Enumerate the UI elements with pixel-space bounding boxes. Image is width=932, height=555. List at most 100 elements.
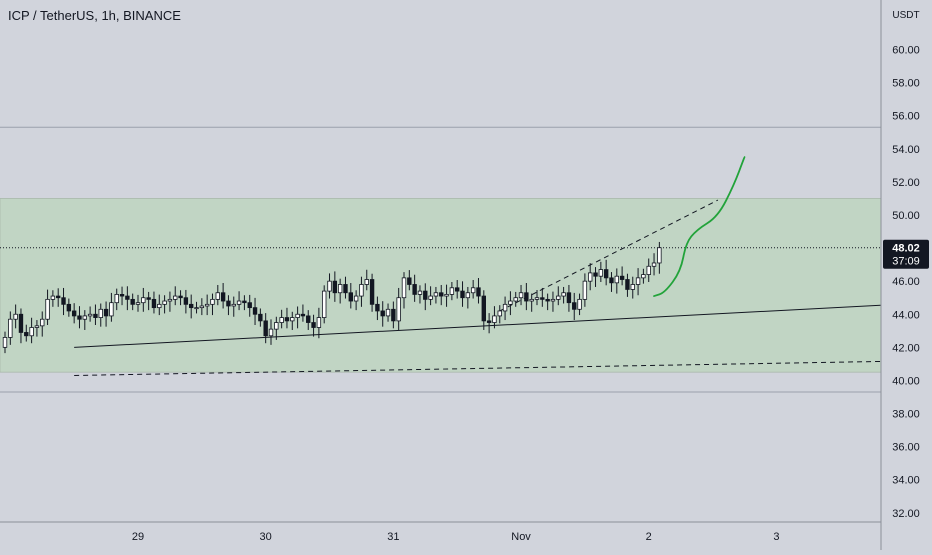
- candle-body: [412, 284, 417, 295]
- x-tick-label: 30: [260, 531, 272, 543]
- candle-body: [572, 302, 577, 310]
- candle-body: [284, 317, 290, 322]
- candle-body: [173, 295, 178, 300]
- candle-body: [343, 284, 348, 294]
- candle-body: [167, 298, 173, 302]
- candle-body: [359, 284, 364, 297]
- x-tick-label: 31: [387, 531, 399, 543]
- candle-body: [476, 287, 481, 297]
- candle-body: [619, 275, 625, 280]
- candle-body: [24, 332, 29, 337]
- candle-body: [40, 318, 45, 327]
- candle-body: [417, 290, 423, 295]
- candle-body: [279, 317, 284, 323]
- candle-body: [220, 292, 226, 302]
- candle-body: [77, 315, 82, 320]
- y-tick-label: 38.00: [892, 409, 920, 421]
- candle-body: [210, 298, 215, 305]
- candle-body: [449, 287, 455, 295]
- candle-body: [162, 300, 167, 305]
- candle-body: [593, 272, 598, 277]
- candle-body: [513, 297, 518, 302]
- candle-body: [561, 292, 566, 297]
- candle-body: [577, 298, 582, 310]
- candle-body: [199, 305, 205, 309]
- y-tick-label: 60.00: [892, 45, 920, 57]
- candle-body: [369, 279, 375, 305]
- candle-body: [125, 295, 130, 300]
- y-tick-label: 32.00: [892, 508, 920, 520]
- trendline-1: [74, 360, 931, 376]
- candle-body: [630, 284, 635, 290]
- candle-body: [401, 277, 407, 299]
- candle-body: [364, 279, 369, 285]
- candle-body: [263, 320, 268, 337]
- candle-body: [178, 295, 183, 299]
- candle-body: [492, 315, 497, 323]
- candle-body: [316, 317, 322, 328]
- candle-body: [50, 295, 56, 300]
- candle-body: [151, 298, 157, 309]
- candle-body: [130, 298, 135, 305]
- candle-body: [332, 280, 338, 294]
- support-zone: [0, 198, 882, 373]
- y-tick-label: 40.00: [892, 375, 920, 387]
- candle-body: [215, 292, 220, 300]
- y-tick-label: 42.00: [892, 342, 920, 354]
- projection-path: [653, 156, 746, 297]
- trendline-2: [499, 199, 719, 312]
- candle-body: [529, 298, 534, 302]
- candle-body: [87, 313, 93, 317]
- candle-body: [226, 300, 231, 307]
- candle-body: [103, 308, 109, 317]
- candle-body: [109, 302, 114, 317]
- y-tick-label: 44.00: [892, 309, 920, 321]
- candle-body: [502, 303, 508, 312]
- candle-body: [545, 298, 550, 302]
- candle-body: [231, 303, 236, 307]
- candle-body: [635, 277, 641, 285]
- candle-body: [433, 292, 439, 297]
- candle-body: [646, 265, 651, 275]
- candle-body: [268, 328, 274, 337]
- candle-body: [641, 274, 646, 279]
- candle-body: [614, 275, 619, 284]
- candle-body: [588, 272, 593, 282]
- candle-body: [508, 300, 513, 305]
- price-axis: [881, 0, 932, 550]
- candle-body: [550, 298, 556, 302]
- candle-body: [540, 297, 545, 300]
- candle-body: [82, 315, 87, 320]
- x-tick-label: 3: [773, 531, 779, 543]
- candle-body: [114, 294, 119, 304]
- candle-body: [439, 292, 444, 297]
- candle-body: [603, 269, 609, 279]
- candle-body: [465, 292, 471, 299]
- candle-body: [337, 284, 343, 294]
- candle-body: [582, 280, 588, 300]
- price-badge-value: 48.02: [892, 243, 920, 255]
- candle-body: [518, 292, 524, 299]
- candle-body: [556, 295, 561, 300]
- y-tick-label: 34.00: [892, 475, 920, 487]
- y-tick-label: 50.00: [892, 210, 920, 222]
- candle-body: [71, 310, 77, 317]
- candle-body: [204, 303, 210, 307]
- price-badge: [883, 239, 929, 269]
- y-tick-label: 36.00: [892, 442, 920, 454]
- price-badge-countdown: 37:09: [892, 256, 920, 268]
- y-tick-label: 46.00: [892, 276, 920, 288]
- candle-body: [327, 280, 332, 292]
- candle-body: [183, 297, 189, 305]
- y-tick-label: 56.00: [892, 111, 920, 123]
- candle-body: [598, 269, 604, 277]
- candle-body: [34, 325, 40, 328]
- candle-body: [375, 303, 380, 312]
- trendline-0: [74, 302, 931, 348]
- candle-body: [274, 322, 279, 330]
- candle-body: [135, 302, 141, 305]
- x-tick-label: Nov: [511, 531, 531, 543]
- candle-body: [18, 313, 24, 333]
